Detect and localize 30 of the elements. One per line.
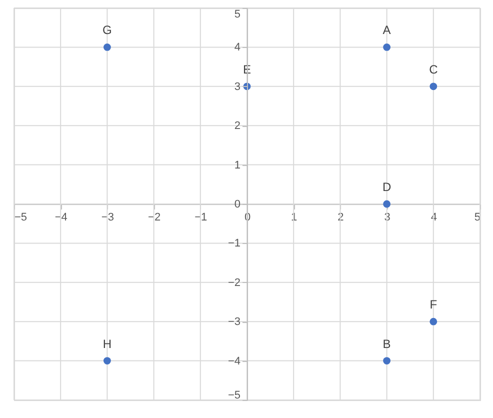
point (383, 200, 391, 208)
x-tick-label: −3 (101, 212, 114, 224)
y-tick-label: −4 (228, 355, 240, 368)
annotation: C (429, 62, 438, 76)
y-tick-label: 2 (234, 120, 240, 132)
point (103, 357, 111, 364)
annotation: G (102, 23, 112, 38)
x-tick-label: −5 (14, 212, 28, 224)
y-tick-label: 0 (234, 198, 240, 210)
annotation: H (102, 336, 112, 351)
y-tick-label: −1 (228, 238, 240, 250)
y-tick-label: 4 (234, 42, 240, 54)
x-tick-label: −1 (194, 212, 208, 224)
y-tick-label: 3 (234, 80, 240, 93)
y-tick-label: −3 (228, 316, 240, 328)
y-tick-label: −5 (228, 390, 240, 402)
x-tick-label: −4 (54, 212, 68, 224)
point (383, 357, 391, 364)
y-tick-label: 1 (234, 159, 240, 172)
annotation: A (382, 23, 391, 38)
point (383, 44, 391, 51)
annotation: F (430, 298, 438, 312)
y-tick-label: 5 (234, 8, 240, 20)
x-tick-label: −2 (148, 212, 161, 224)
point (103, 44, 111, 51)
y-tick-label: −2 (228, 276, 240, 289)
annotation: D (382, 180, 392, 194)
point (430, 82, 438, 90)
annotation: B (382, 336, 391, 351)
point (430, 318, 438, 326)
